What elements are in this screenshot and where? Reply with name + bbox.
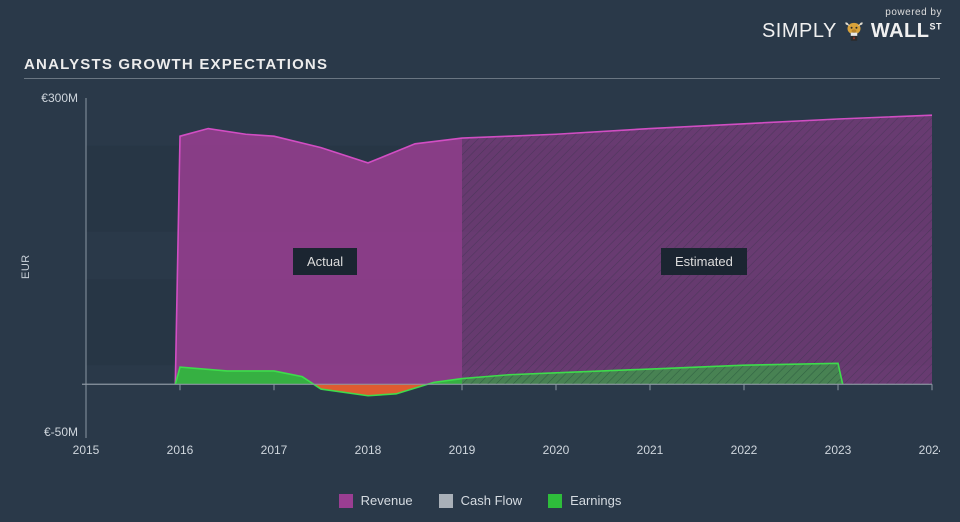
legend-item: Revenue: [339, 493, 413, 508]
legend: Revenue Cash Flow Earnings: [0, 493, 960, 508]
legend-swatch: [339, 494, 353, 508]
svg-text:2019: 2019: [449, 443, 476, 457]
svg-text:2021: 2021: [637, 443, 664, 457]
chart-title: ANALYSTS GROWTH EXPECTATIONS: [24, 56, 328, 73]
svg-text:2015: 2015: [73, 443, 100, 457]
legend-item: Earnings: [548, 493, 621, 508]
legend-label: Cash Flow: [461, 493, 522, 508]
svg-text:2017: 2017: [261, 443, 288, 457]
legend-swatch: [548, 494, 562, 508]
brand-name-2: WALL: [871, 20, 930, 42]
legend-swatch: [439, 494, 453, 508]
svg-text:2022: 2022: [731, 443, 758, 457]
svg-text:2018: 2018: [355, 443, 382, 457]
chart-area: EUR €300M€-50M20152016201720182019202020…: [24, 92, 940, 466]
legend-item: Cash Flow: [439, 493, 522, 508]
svg-text:2024: 2024: [919, 443, 940, 457]
svg-text:2023: 2023: [825, 443, 852, 457]
brand-logo: powered by SIMPLY WALLST: [762, 8, 942, 44]
svg-text:2016: 2016: [167, 443, 194, 457]
y-axis-label: EUR: [20, 254, 32, 279]
brand-name-sup: ST: [929, 21, 942, 31]
powered-by-label: powered by: [762, 8, 942, 18]
growth-chart: €300M €-50M 2015 2016 2017 2018 2019 2020 2021 20…: [24, 92, 940, 466]
brand-name-1: SIMPLY: [762, 21, 837, 41]
legend-label: Revenue: [361, 493, 413, 508]
title-underline: [24, 78, 940, 79]
bull-mascot-icon: [841, 18, 867, 44]
svg-text:€300M: €300M: [41, 92, 78, 105]
svg-text:2020: 2020: [543, 443, 570, 457]
svg-text:€-50M: €-50M: [44, 425, 78, 439]
legend-label: Earnings: [570, 493, 621, 508]
